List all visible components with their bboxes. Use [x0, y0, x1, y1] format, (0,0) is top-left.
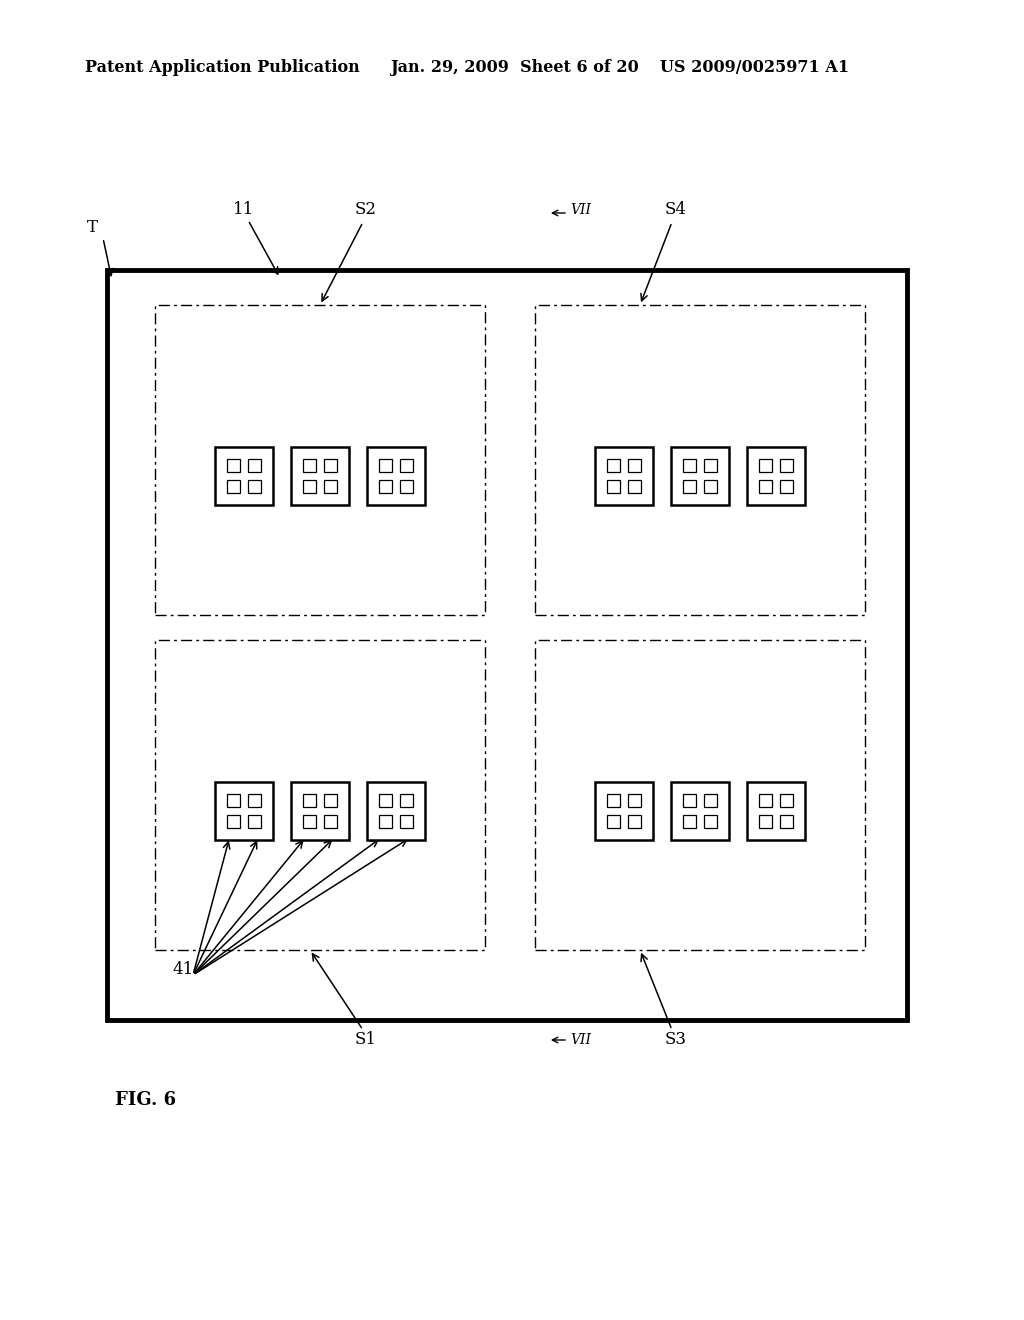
Bar	[303, 814, 316, 828]
Bar	[535, 305, 865, 615]
Bar	[780, 458, 793, 471]
Bar	[227, 793, 240, 807]
Bar	[705, 814, 717, 828]
Text: US 2009/0025971 A1: US 2009/0025971 A1	[660, 59, 849, 77]
Bar	[248, 479, 261, 492]
Bar	[400, 814, 413, 828]
Bar	[705, 479, 717, 492]
Bar	[367, 446, 425, 504]
Bar	[705, 458, 717, 471]
Bar	[607, 458, 620, 471]
Bar	[248, 458, 261, 471]
Text: T: T	[87, 219, 98, 236]
Bar	[379, 479, 392, 492]
Bar	[324, 479, 337, 492]
Bar	[400, 458, 413, 471]
Bar	[683, 793, 696, 807]
Bar	[291, 781, 349, 840]
Bar	[628, 458, 641, 471]
Text: S2: S2	[355, 202, 377, 219]
Bar	[628, 814, 641, 828]
Bar	[780, 814, 793, 828]
Bar	[746, 446, 805, 504]
Bar	[759, 814, 772, 828]
Bar	[628, 793, 641, 807]
Bar	[379, 814, 392, 828]
Text: 11: 11	[233, 202, 254, 219]
Bar	[780, 793, 793, 807]
Bar	[155, 305, 485, 615]
Bar	[671, 446, 729, 504]
Text: FIG. 6: FIG. 6	[115, 1092, 176, 1109]
Bar	[628, 479, 641, 492]
Bar	[379, 793, 392, 807]
Bar	[400, 793, 413, 807]
Bar	[215, 781, 273, 840]
Bar	[106, 271, 907, 1020]
Bar	[379, 458, 392, 471]
Bar	[367, 781, 425, 840]
Text: Patent Application Publication: Patent Application Publication	[85, 59, 359, 77]
Bar	[248, 814, 261, 828]
Bar	[759, 479, 772, 492]
Bar	[303, 458, 316, 471]
Bar	[248, 793, 261, 807]
Bar	[400, 479, 413, 492]
Text: VII: VII	[570, 203, 591, 216]
Bar	[671, 781, 729, 840]
Bar	[683, 814, 696, 828]
Bar	[535, 640, 865, 950]
Bar	[215, 446, 273, 504]
Bar	[227, 458, 240, 471]
Bar	[607, 479, 620, 492]
Bar	[683, 479, 696, 492]
Bar	[759, 458, 772, 471]
Bar	[324, 793, 337, 807]
Bar	[683, 458, 696, 471]
Bar	[227, 479, 240, 492]
Bar	[607, 793, 620, 807]
Bar	[303, 479, 316, 492]
Bar	[291, 446, 349, 504]
Text: VII: VII	[570, 1034, 591, 1047]
Bar	[607, 814, 620, 828]
Bar	[759, 793, 772, 807]
Text: S1: S1	[355, 1031, 377, 1048]
Text: S4: S4	[665, 202, 687, 219]
Bar	[705, 793, 717, 807]
Bar	[595, 446, 653, 504]
Bar	[324, 814, 337, 828]
Bar	[780, 479, 793, 492]
Text: 41: 41	[172, 961, 194, 978]
Bar	[595, 781, 653, 840]
Bar	[324, 458, 337, 471]
Text: S3: S3	[665, 1031, 687, 1048]
Bar	[155, 640, 485, 950]
Bar	[746, 781, 805, 840]
Bar	[227, 814, 240, 828]
Bar	[303, 793, 316, 807]
Text: Jan. 29, 2009  Sheet 6 of 20: Jan. 29, 2009 Sheet 6 of 20	[390, 59, 639, 77]
